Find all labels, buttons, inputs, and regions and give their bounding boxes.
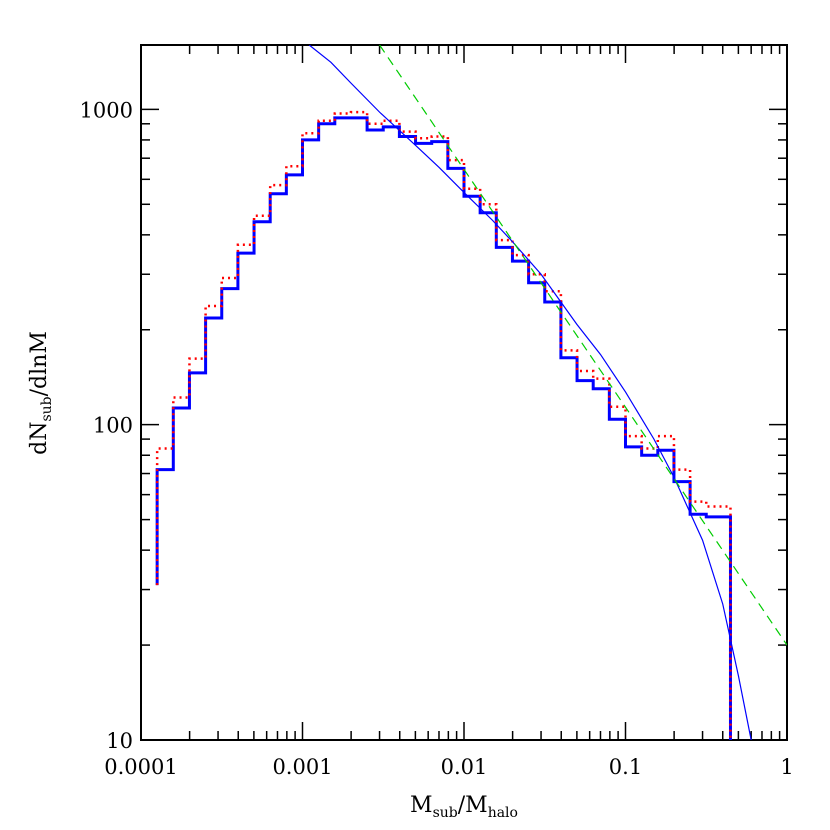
x-tick-label: 0.0001 (104, 755, 177, 779)
y-tick-labels: 10 100 1000 (80, 98, 133, 753)
x-axis-label-sub: sub (433, 805, 458, 821)
plot-frame (140, 44, 788, 741)
axis-ticks (140, 45, 788, 741)
x-tick-label: 0.01 (441, 755, 488, 779)
y-axis-label: dNsub/dlnM (27, 331, 55, 455)
y-tick-label: 10 (106, 729, 133, 753)
histogram-line-0 (155, 116, 732, 740)
x-axis-label: Msub/Mhalo (410, 793, 518, 821)
x-tick-label: 0.001 (272, 755, 332, 779)
x-axis-label-main: M (410, 793, 433, 818)
x-tick-label: 1 (780, 755, 793, 779)
fit-curve-3 (379, 45, 787, 646)
histogram-line-1 (155, 110, 732, 740)
series-layer (155, 45, 787, 740)
y-axis-label-pre: dN (27, 422, 52, 455)
fit-curve-2 (308, 45, 752, 740)
x-tick-label: 0.1 (609, 755, 642, 779)
y-axis-label-sub: sub (39, 396, 55, 421)
y-tick-label: 1000 (80, 98, 133, 122)
y-axis-label-post: /dlnM (27, 331, 52, 396)
y-tick-label: 100 (93, 414, 133, 438)
x-tick-labels: 0.0001 0.001 0.01 0.1 1 (104, 755, 793, 779)
x-axis-label-sub2: halo (488, 805, 518, 821)
x-axis-label-mid: /M (458, 793, 488, 818)
